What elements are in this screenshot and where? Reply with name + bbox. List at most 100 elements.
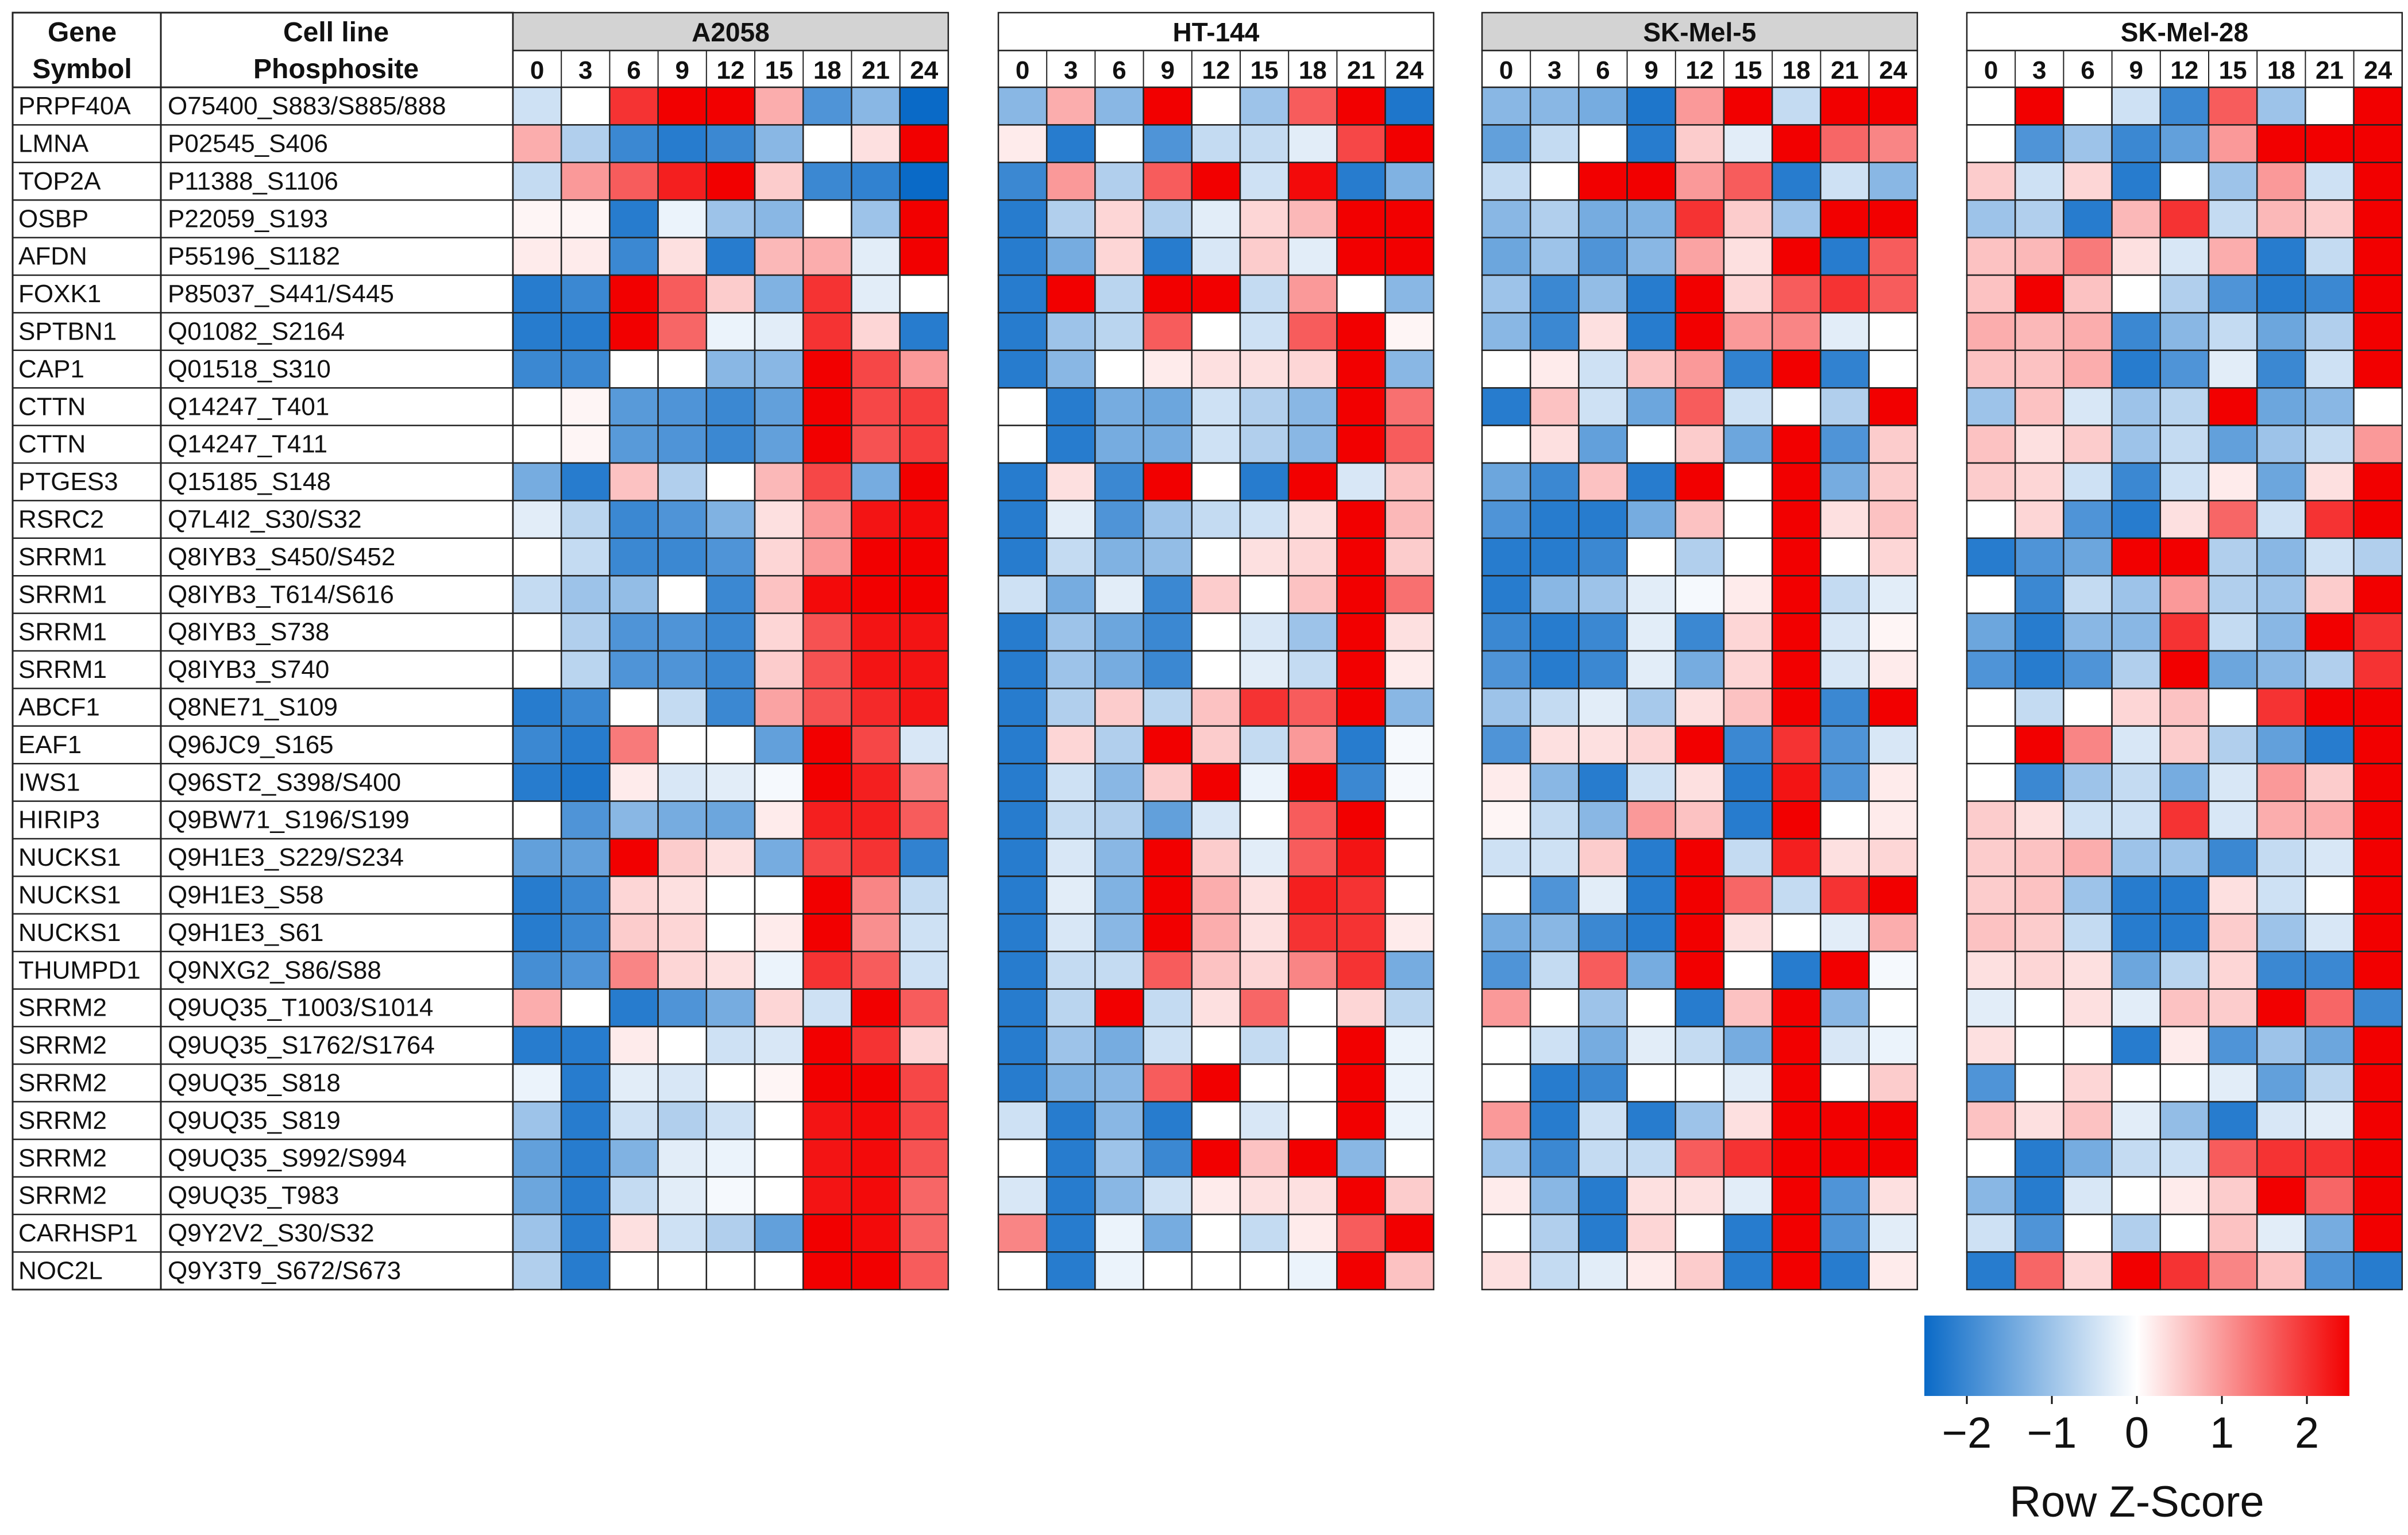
heatmap-cell [1820, 950, 1870, 990]
heatmap-cell [1481, 425, 1531, 464]
heatmap-cell [1191, 349, 1241, 389]
heatmap-cell [2063, 237, 2113, 276]
heatmap-cell [1336, 650, 1386, 689]
heatmap-cell [1143, 500, 1193, 539]
heatmap-cell [2256, 425, 2306, 464]
heatmap-cell [1336, 612, 1386, 652]
heatmap-cell [851, 725, 901, 765]
heatmap-cell [1384, 237, 1435, 276]
heatmap-cell [609, 124, 659, 164]
heatmap-cell [609, 574, 659, 614]
heatmap-cell [512, 1213, 562, 1253]
heatmap-cell [754, 312, 804, 352]
heatmap-cell [851, 1251, 901, 1291]
heatmap-cell [1045, 349, 1096, 389]
heatmap-cell [1674, 425, 1725, 464]
heatmap-cell [1578, 1251, 1628, 1291]
heatmap-cell [1771, 913, 1822, 952]
heatmap-cell [609, 86, 659, 126]
timepoint-label: 6 [627, 56, 640, 84]
heatmap-cell [2014, 762, 2064, 802]
heatmap-cell [1239, 612, 1290, 652]
heatmap-cell [1674, 161, 1725, 201]
heatmap-cell [2014, 1213, 2064, 1253]
heatmap-cell [899, 876, 950, 915]
heatmap-cell [1868, 762, 1919, 802]
heatmap-cell [1239, 199, 1290, 238]
heatmap-cell [1723, 574, 1773, 614]
heatmap-cell [2111, 500, 2162, 539]
heatmap-cell [560, 500, 611, 539]
heatmap-cell [1578, 988, 1628, 1028]
heatmap-cell [705, 1138, 756, 1178]
heatmap-cell [1094, 312, 1144, 352]
heatmap-cell [512, 725, 562, 765]
heatmap-cell [2159, 199, 2210, 238]
heatmap-cell [1868, 387, 1919, 426]
heatmap-cell [899, 574, 950, 614]
heatmap-cell [2063, 612, 2113, 652]
heatmap-cell [1626, 86, 1677, 126]
heatmap-cell [2159, 650, 2210, 689]
heatmap-cell [1820, 124, 1870, 164]
heatmap-cell [1578, 462, 1628, 502]
heatmap-cell [1626, 1213, 1677, 1253]
heatmap-cell [802, 913, 852, 952]
heatmap-cell [1384, 913, 1435, 952]
heatmap-cell [1529, 800, 1580, 840]
heatmap-cell [2353, 650, 2403, 689]
heatmap-cell [2111, 537, 2162, 577]
heatmap-cell [1287, 574, 1338, 614]
heatmap-cell [1045, 537, 1096, 577]
heatmap-cell [2353, 387, 2403, 426]
heatmap-cell [802, 500, 852, 539]
heatmap-cell [1384, 574, 1435, 614]
heatmap-cell [512, 574, 562, 614]
heatmap-cell [1239, 574, 1290, 614]
heatmap-cell [1966, 574, 2016, 614]
heatmap-cell [2111, 1176, 2162, 1216]
heatmap-cell [851, 838, 901, 877]
heatmap-cell [1191, 688, 1241, 727]
heatmap-cell [1771, 500, 1822, 539]
heatmap-cell [1966, 913, 2016, 952]
heatmap-cell [705, 650, 756, 689]
site-label: Q9H1E3_S229/S234 [168, 843, 404, 871]
heatmap-cell [657, 838, 708, 877]
heatmap-cell [1723, 1251, 1773, 1291]
heatmap-cell [1143, 161, 1193, 201]
heatmap-cell [1626, 913, 1677, 952]
heatmap-cell [1094, 199, 1144, 238]
heatmap-cell [851, 950, 901, 990]
heatmap-cell [2256, 274, 2306, 314]
heatmap-cell [2014, 500, 2064, 539]
heatmap-cell [997, 688, 1048, 727]
heatmap-cell [1191, 537, 1241, 577]
heatmap-cell [1578, 913, 1628, 952]
heatmap-cell [2208, 876, 2258, 915]
heatmap-cell [1143, 725, 1193, 765]
heatmap-cell [1287, 500, 1338, 539]
heatmap-cell [2159, 950, 2210, 990]
heatmap-cell [1384, 1213, 1435, 1253]
heatmap-cell [657, 1138, 708, 1178]
heatmap-cell [1820, 688, 1870, 727]
heatmap-cell [1045, 650, 1096, 689]
heatmap-cell [2159, 800, 2210, 840]
timepoint-label: 18 [1299, 56, 1327, 84]
heatmap-cell [1868, 725, 1919, 765]
gene-site-table: Gene Symbol Cell line Phosphosite PRPF40… [11, 11, 514, 1291]
heatmap-cell [1094, 725, 1144, 765]
heatmap-cell [560, 462, 611, 502]
heatmap-cell [1094, 950, 1144, 990]
heatmap-cell [1481, 838, 1531, 877]
gene-label: CTTN [18, 392, 86, 421]
heatmap-cell [1868, 1251, 1919, 1291]
heatmap-cell [1143, 1138, 1193, 1178]
heatmap-cell [512, 688, 562, 727]
heatmap-cell [1143, 612, 1193, 652]
heatmap-cell [1529, 274, 1580, 314]
timepoint-label: 15 [2219, 56, 2247, 84]
heatmap-cell [1820, 387, 1870, 426]
